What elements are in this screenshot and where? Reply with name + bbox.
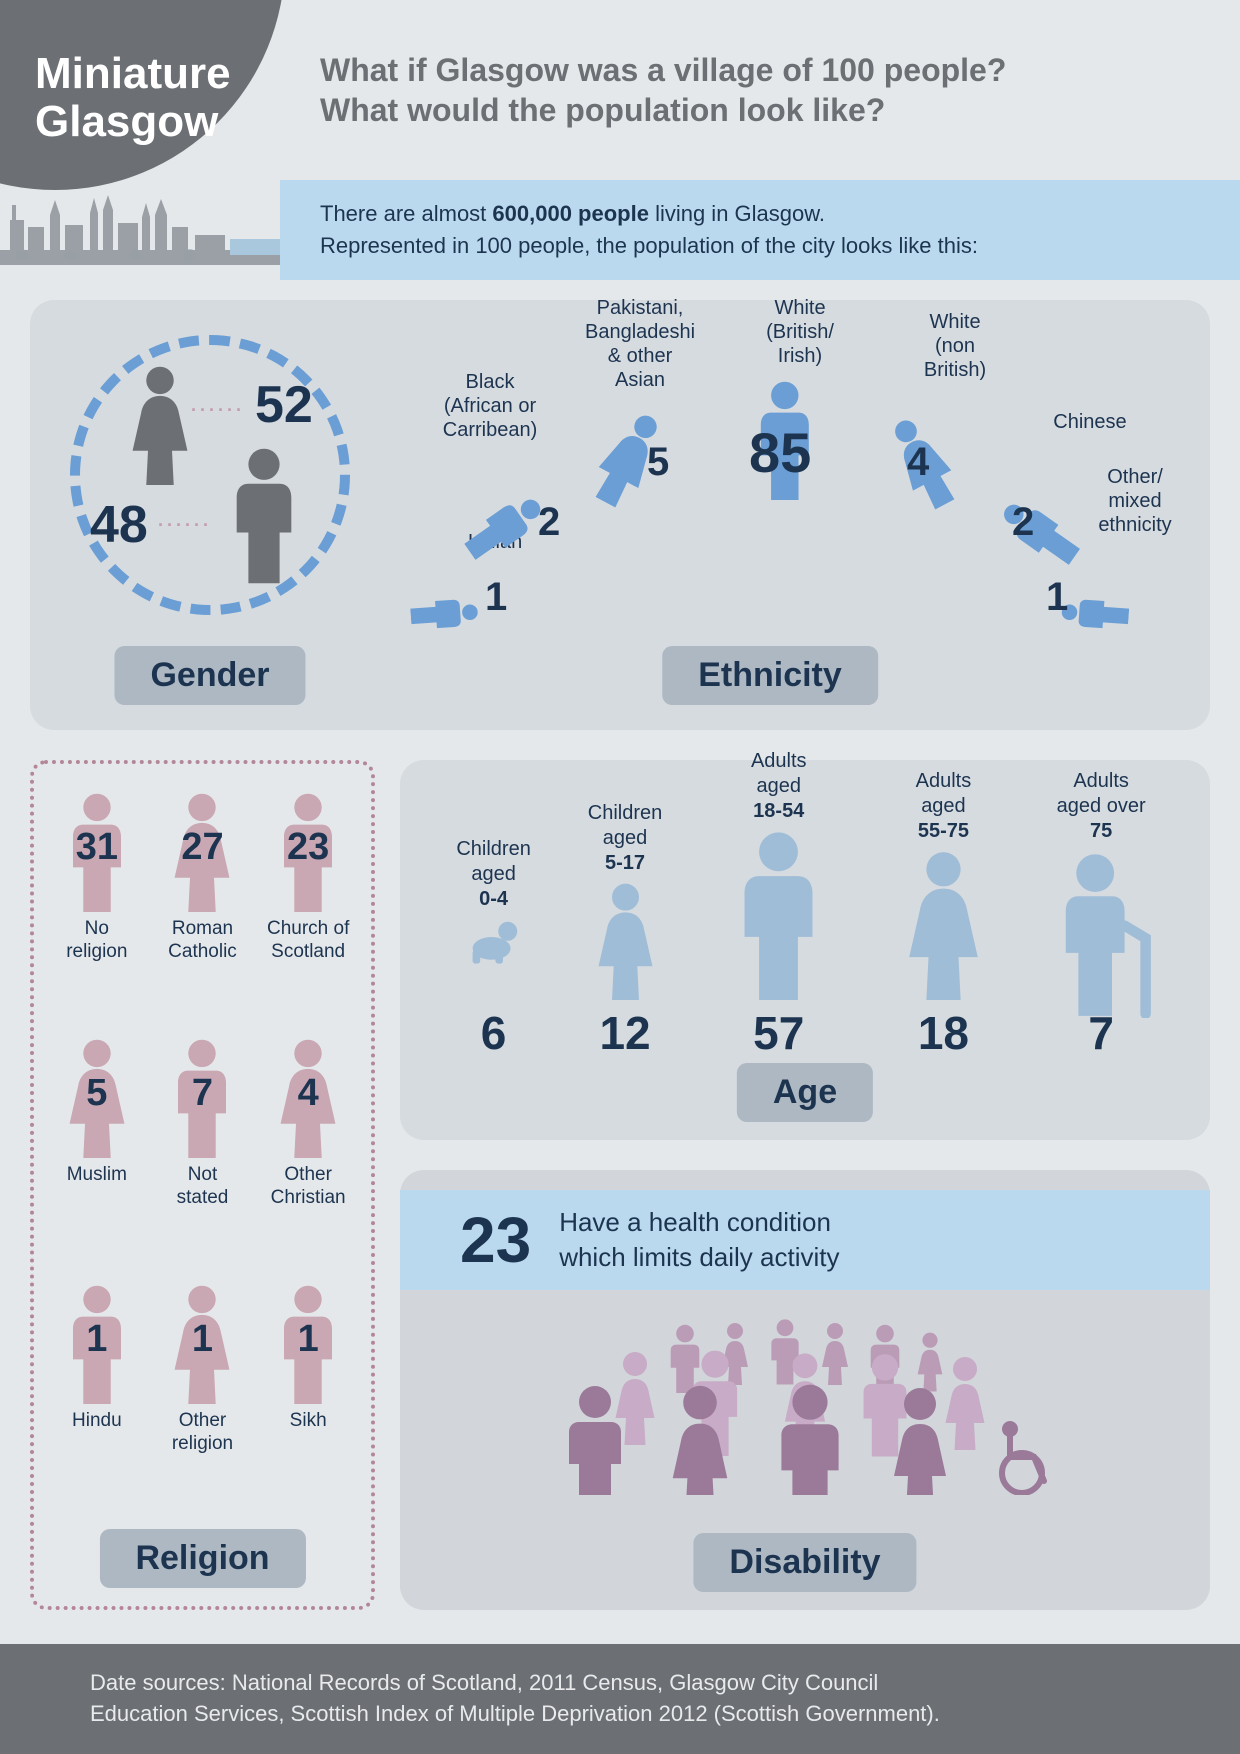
- religion-item: 1 Otherreligion: [154, 1284, 252, 1516]
- religion-value: 1: [86, 1318, 107, 1361]
- ethnicity-figure: [991, 488, 1089, 577]
- age-item: Adultsaged55-75 18: [891, 769, 996, 1060]
- title-line2: Glasgow: [35, 97, 218, 146]
- ethnicity-value: 2: [1012, 500, 1034, 545]
- label-age: Age: [737, 1063, 873, 1122]
- age-item: Adultsaged over75 7: [1049, 769, 1154, 1060]
- ethnicity-figure: [409, 592, 480, 636]
- religion-item: 4 OtherChristian: [259, 1038, 357, 1270]
- religion-value: 27: [181, 826, 223, 869]
- age-figure-icon: [719, 830, 838, 1000]
- age-value: 18: [891, 1006, 996, 1060]
- skyline-icon: [0, 195, 290, 265]
- religion-label: OtherChristian: [259, 1164, 357, 1210]
- label-religion: Religion: [99, 1529, 305, 1588]
- religion-item: 31 Noreligion: [48, 792, 146, 1024]
- intro-band: There are almost 600,000 people living i…: [280, 180, 1240, 280]
- religion-value: 5: [86, 1072, 107, 1115]
- ethnicity-figure: [1059, 592, 1130, 636]
- religion-label: Hindu: [48, 1410, 146, 1433]
- disability-crowd-icon: [525, 1305, 1085, 1495]
- religion-value: 7: [192, 1072, 213, 1115]
- age-item: Childrenaged0-4 6: [456, 837, 530, 1060]
- age-figure-icon: [1049, 850, 1154, 1000]
- title-line1: Miniature: [35, 49, 231, 98]
- age-figure-icon: [584, 882, 667, 1000]
- religion-item: 5 Muslim: [48, 1038, 146, 1270]
- label-gender: Gender: [114, 646, 305, 705]
- label-ethnicity: Ethnicity: [662, 646, 878, 705]
- religion-label: Otherreligion: [154, 1410, 252, 1456]
- disability-panel: 23 Have a health conditionwhich limits d…: [400, 1170, 1210, 1610]
- gender-female-value: 52: [255, 375, 313, 435]
- religion-value: 1: [298, 1318, 319, 1361]
- age-item: Adultsaged18-54 57: [719, 749, 838, 1060]
- age-label: Childrenaged5-17: [584, 801, 667, 876]
- religion-item: 1 Hindu: [48, 1284, 146, 1516]
- religion-label: Church ofScotland: [259, 918, 357, 964]
- ethnicity-value: 2: [538, 500, 560, 545]
- ethnicity-value: 5: [647, 440, 669, 485]
- religion-item: 23 Church ofScotland: [259, 792, 357, 1024]
- female-icon: [125, 365, 195, 485]
- male-icon: [225, 445, 303, 585]
- religion-item: 1 Sikh: [259, 1284, 357, 1516]
- age-value: 57: [719, 1006, 838, 1060]
- age-item: Childrenaged5-17 12: [584, 801, 667, 1060]
- disability-value: 23: [460, 1203, 531, 1277]
- ethnicity-value: 85: [749, 420, 811, 485]
- ethnicity-label: White(nonBritish): [900, 310, 1010, 382]
- age-value: 7: [1049, 1006, 1154, 1060]
- age-figure-icon: [465, 918, 522, 1000]
- age-label: Childrenaged0-4: [456, 837, 530, 912]
- religion-label: Notstated: [154, 1164, 252, 1210]
- age-label: Adultsaged55-75: [891, 769, 996, 844]
- ethnicity-value: 1: [1046, 575, 1068, 620]
- age-figure-icon: [891, 850, 996, 1000]
- disability-text: Have a health conditionwhich limits dail…: [559, 1205, 839, 1275]
- religion-value: 4: [298, 1072, 319, 1115]
- age-label: Adultsaged over75: [1049, 769, 1154, 844]
- ethnicity-value: 4: [907, 440, 929, 485]
- ethnicity-label: Pakistani,Bangladeshi& otherAsian: [585, 296, 695, 392]
- ethnicity-label: White(British/Irish): [745, 296, 855, 368]
- religion-value: 23: [287, 826, 329, 869]
- religion-label: Sikh: [259, 1410, 357, 1433]
- religion-item: 7 Notstated: [154, 1038, 252, 1270]
- age-value: 6: [456, 1006, 530, 1060]
- ethnicity-label: Chinese: [1035, 410, 1145, 434]
- ethnicity-label: Other/mixedethnicity: [1080, 465, 1190, 537]
- subtitle: What if Glasgow was a village of 100 peo…: [320, 50, 1190, 130]
- age-label: Adultsaged18-54: [719, 749, 838, 824]
- disability-band: 23 Have a health conditionwhich limits d…: [400, 1190, 1210, 1290]
- religion-value: 1: [192, 1318, 213, 1361]
- religion-label: Muslim: [48, 1164, 146, 1187]
- main-title: Miniature Glasgow: [35, 50, 231, 147]
- gender-male-value: 48: [90, 495, 148, 555]
- religion-item: 27 RomanCatholic: [154, 792, 252, 1024]
- ethnicity-value: 1: [485, 575, 507, 620]
- label-disability: Disability: [693, 1533, 916, 1592]
- ethnicity-label: Black(African orCarribean): [435, 370, 545, 442]
- footer: Date sources: National Records of Scotla…: [0, 1644, 1240, 1754]
- religion-value: 31: [76, 826, 118, 869]
- religion-label: RomanCatholic: [154, 918, 252, 964]
- religion-label: Noreligion: [48, 918, 146, 964]
- age-value: 12: [584, 1006, 667, 1060]
- panel-gender-ethnicity: 52 48 ······ ······ Gender Indian1Black(…: [30, 300, 1210, 730]
- religion-panel: 31 Noreligion 27 RomanCatholic 23 Church…: [30, 760, 375, 1610]
- age-panel: Childrenaged0-4 6 Childrenaged5-17 12 Adul…: [400, 760, 1210, 1140]
